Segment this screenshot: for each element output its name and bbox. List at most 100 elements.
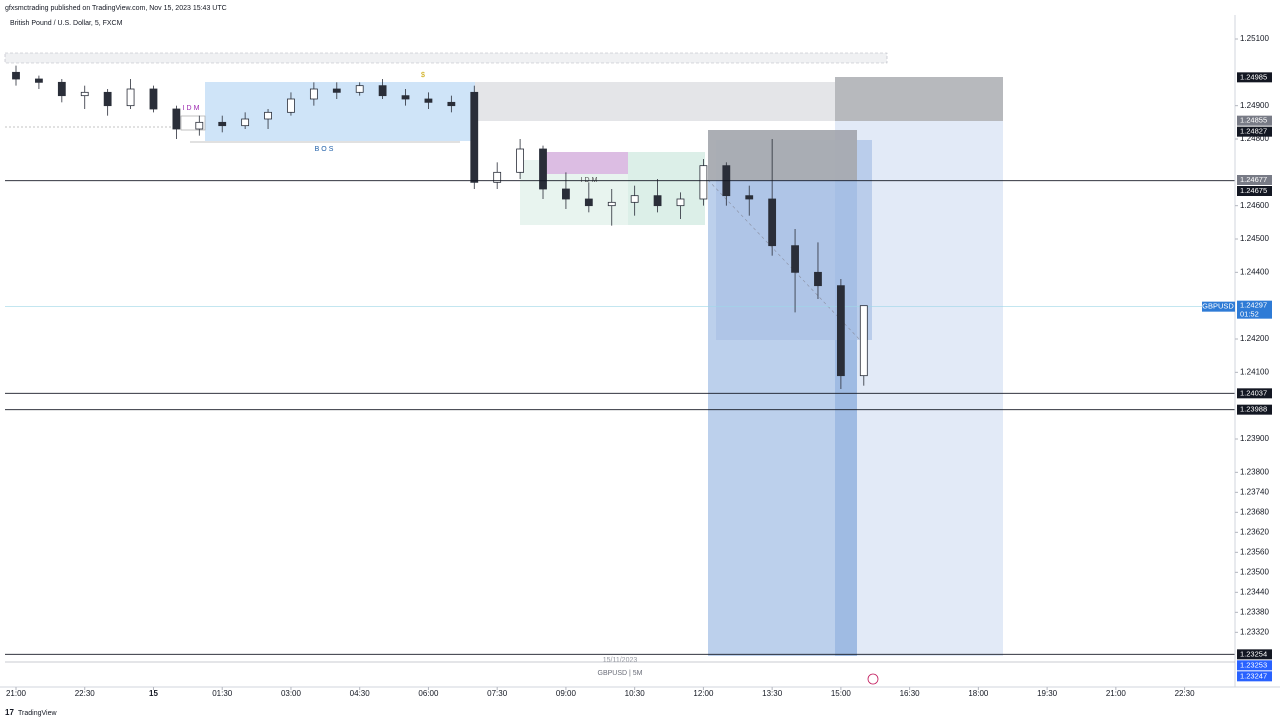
- footer-brand: TradingView: [18, 710, 57, 717]
- price-tag: [1237, 649, 1272, 660]
- candle-body: [630, 195, 639, 203]
- candle-body: [218, 121, 227, 127]
- candle-body: [126, 88, 135, 107]
- x-tick-label: 09:00: [556, 689, 577, 698]
- annotation: BOS: [315, 146, 336, 153]
- y-tick-label: 1.23380: [1240, 607, 1269, 616]
- y-tick-label: 1.24500: [1240, 234, 1269, 243]
- y-tick-label: 1.24200: [1240, 334, 1269, 343]
- candle-body: [287, 98, 295, 113]
- y-tick-label: 1.24800: [1240, 134, 1269, 143]
- y-tick-label: 1.23320: [1240, 627, 1269, 636]
- y-tick-label: 1.24600: [1240, 201, 1269, 210]
- price-tag: [1237, 126, 1272, 137]
- annotation: $: [421, 72, 425, 79]
- y-tick-label: 1.23900: [1240, 434, 1269, 443]
- symbol-label: GBPUSD: [1202, 302, 1234, 311]
- candle-body: [401, 95, 410, 100]
- candle-body: [607, 201, 616, 207]
- price-tag-label: 1.24677: [1240, 175, 1267, 184]
- candle-body: [447, 101, 456, 107]
- x-tick-label: 07:30: [487, 689, 508, 698]
- price-tag: [1237, 186, 1272, 196]
- y-tick-label: 1.23500: [1240, 567, 1269, 576]
- candle-body: [814, 271, 822, 287]
- y-tick-label: 1.23560: [1240, 547, 1269, 556]
- x-tick-label: 13:30: [762, 689, 783, 698]
- y-tick-label: 1.23440: [1240, 587, 1269, 596]
- candle-body: [859, 305, 868, 377]
- candle-body: [241, 118, 250, 127]
- candle-body: [57, 81, 66, 97]
- candle-body: [676, 198, 685, 207]
- price-tag-label: 1.23247: [1240, 671, 1267, 680]
- candle-body: [745, 195, 754, 200]
- last-price-label: 1.24297: [1240, 301, 1267, 310]
- candle-body: [149, 88, 158, 110]
- candle-body: [12, 71, 20, 80]
- candle-body: [378, 85, 387, 97]
- candle-body: [791, 245, 799, 273]
- candle-body: [80, 91, 89, 97]
- candle-body: [562, 188, 570, 200]
- y-tick-label: 1.24900: [1240, 101, 1269, 110]
- candle-body: [35, 78, 43, 83]
- zone: [835, 77, 1003, 121]
- x-tick-label: 15: [149, 689, 158, 698]
- pane-label: GBPUSD | 5M: [598, 670, 643, 677]
- x-tick-label: 15:00: [831, 689, 852, 698]
- annotation: IDM: [183, 105, 202, 112]
- last-price-tag: [1237, 300, 1272, 319]
- x-tick-label: 03:00: [281, 689, 302, 698]
- price-tag: [1237, 671, 1272, 682]
- plot: [5, 65, 1235, 655]
- x-tick-label: 04:30: [350, 689, 371, 698]
- candle-body: [264, 111, 272, 120]
- candle-body: [172, 108, 181, 130]
- candle-body: [103, 91, 112, 107]
- price-tag: [1237, 175, 1272, 185]
- y-tick-label: 1.23740: [1240, 487, 1269, 496]
- price-tag-label: 1.23254: [1240, 649, 1267, 658]
- candle-body: [470, 91, 479, 183]
- zone: [541, 152, 628, 174]
- price-tag-label: 1.24037: [1240, 388, 1267, 397]
- price-tag-label: 1.24855: [1240, 116, 1267, 125]
- price-tag-label: 1.23253: [1240, 660, 1267, 669]
- price-tag: [1237, 660, 1272, 671]
- y-tick-label: 1.24100: [1240, 367, 1269, 376]
- candle-body: [309, 88, 318, 100]
- price-tag-label: 1.24985: [1240, 72, 1267, 81]
- x-tick-label: 06:00: [418, 689, 439, 698]
- candle-body: [355, 85, 364, 93]
- price-tag-label: 1.24827: [1240, 127, 1267, 136]
- y-tick-label: 1.23620: [1240, 527, 1269, 536]
- projection: [707, 179, 861, 341]
- x-tick-label: 01:30: [212, 689, 233, 698]
- candle-body: [493, 171, 502, 183]
- x-tick-label: 12:00: [693, 689, 714, 698]
- y-tick-label: 1.24400: [1240, 267, 1269, 276]
- zone: [708, 130, 857, 180]
- x-tick-label: 19:30: [1037, 689, 1058, 698]
- event-icon[interactable]: [867, 673, 879, 685]
- price-tag-label: 1.23988: [1240, 405, 1267, 414]
- publisher: gfxsmctrading published on TradingView.c…: [5, 5, 227, 12]
- candle-body: [539, 148, 547, 190]
- candle-body: [836, 285, 845, 377]
- symbol-tag: [1202, 301, 1235, 312]
- x-tick-label: 10:30: [625, 689, 646, 698]
- candle-body: [516, 148, 524, 173]
- candle-body: [699, 165, 708, 200]
- candle-body: [768, 198, 777, 247]
- price-tag: [1237, 404, 1272, 415]
- candle-body: [424, 98, 433, 103]
- candle-body: [584, 198, 593, 207]
- x-tick-label: 21:00: [6, 689, 27, 698]
- candle-body: [332, 88, 341, 93]
- x-tick-label: 16:30: [900, 689, 921, 698]
- symbol-title: British Pound / U.S. Dollar, 5, FXCM: [10, 20, 123, 27]
- zone: [628, 152, 705, 225]
- countdown: 01:52: [1240, 310, 1259, 319]
